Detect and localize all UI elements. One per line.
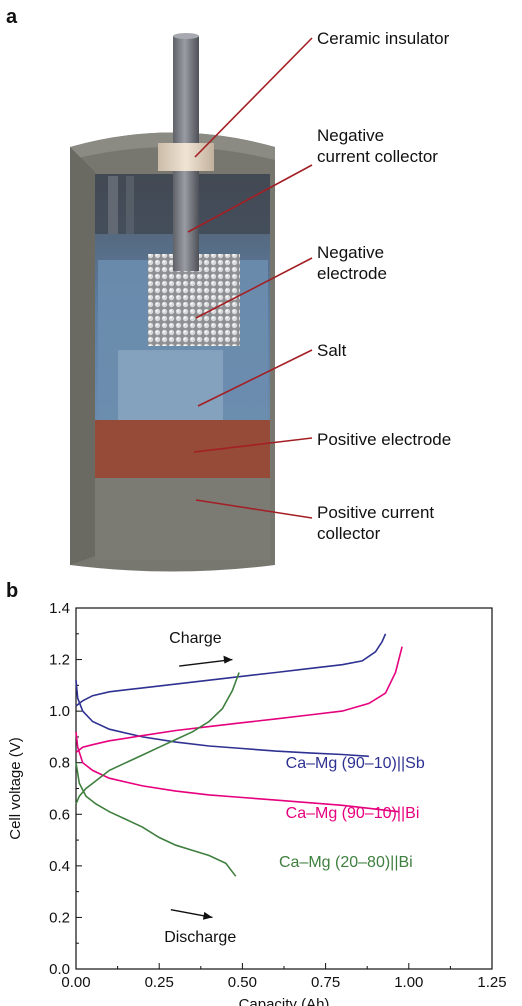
x-axis-title: Capacity (Ah) xyxy=(239,996,330,1006)
salt-column xyxy=(118,350,223,425)
discharge-annotation: Discharge xyxy=(164,929,236,946)
series-1-discharge-line xyxy=(75,731,399,813)
charge-arrow-head xyxy=(223,655,233,664)
series-0-discharge-line xyxy=(75,680,369,758)
callout-negative-electrode: Negative electrode xyxy=(317,243,387,283)
leader-ceramic-insulator xyxy=(194,37,313,158)
positive-current-collector-body xyxy=(95,478,270,560)
battery-illustration xyxy=(70,33,313,572)
callout-ceramic-insulator: Ceramic insulator xyxy=(317,29,450,48)
x-tick-label: 0.50 xyxy=(228,974,257,991)
leader-negative-electrode xyxy=(195,257,313,319)
y-tick-label: 0.8 xyxy=(49,755,70,772)
panel-b-label: b xyxy=(6,580,19,602)
y-tick-label: 0.6 xyxy=(49,806,70,823)
series-label-1: Ca–Mg (90–10)||Bi xyxy=(286,805,420,822)
charge-arrow-line xyxy=(179,658,233,667)
leader-lines xyxy=(187,37,313,519)
y-tick-label: 0.0 xyxy=(49,961,70,978)
rod-top xyxy=(173,33,199,39)
y-tick-label: 0.2 xyxy=(49,909,70,926)
callout-positive-current-collector: Positive current collector xyxy=(317,503,435,543)
leader-negative-current-collector xyxy=(187,164,313,233)
x-tick-label: 0.00 xyxy=(61,974,90,991)
y-tick-label: 1.4 xyxy=(49,600,70,617)
y-tick-label: 1.2 xyxy=(49,652,70,669)
plot-frame xyxy=(75,607,493,970)
leader-salt xyxy=(197,349,313,407)
y-tick-label: 1.0 xyxy=(49,703,70,720)
series-label-2: Ca–Mg (20–80)||Bi xyxy=(279,854,413,871)
series-label-0: Ca–Mg (90–10)||Sb xyxy=(286,755,425,772)
charge-annotation: Charge xyxy=(169,630,222,647)
callout-salt: Salt xyxy=(317,341,347,360)
series-1-charge-line xyxy=(75,646,403,754)
leader-positive-electrode xyxy=(193,437,313,453)
x-tick-label: 1.00 xyxy=(394,974,423,991)
discharge-arrow-head xyxy=(202,911,213,920)
panel-a-label: a xyxy=(6,6,18,28)
x-tick-label: 1.25 xyxy=(477,974,506,991)
x-tick-label: 0.75 xyxy=(311,974,340,991)
y-tick-label: 0.4 xyxy=(49,858,70,875)
series-2-discharge-line xyxy=(75,762,237,877)
positive-electrode-layer xyxy=(95,420,270,478)
callout-positive-electrode: Positive electrode xyxy=(317,430,452,449)
y-axis-title: Cell voltage (V) xyxy=(7,737,24,840)
callout-negative-current-collector: Negative current collector xyxy=(317,126,438,166)
series-0-charge-line xyxy=(75,633,387,707)
x-tick-label: 0.25 xyxy=(145,974,174,991)
series-2-charge-line xyxy=(75,672,240,805)
leader-positive-current-collector xyxy=(195,499,313,519)
voltage-capacity-chart: 0.00 0.25 0.50 0.75 1.00 1.25 0.0 0.2 0.4 0.6 0.8 1… xyxy=(7,600,507,1006)
